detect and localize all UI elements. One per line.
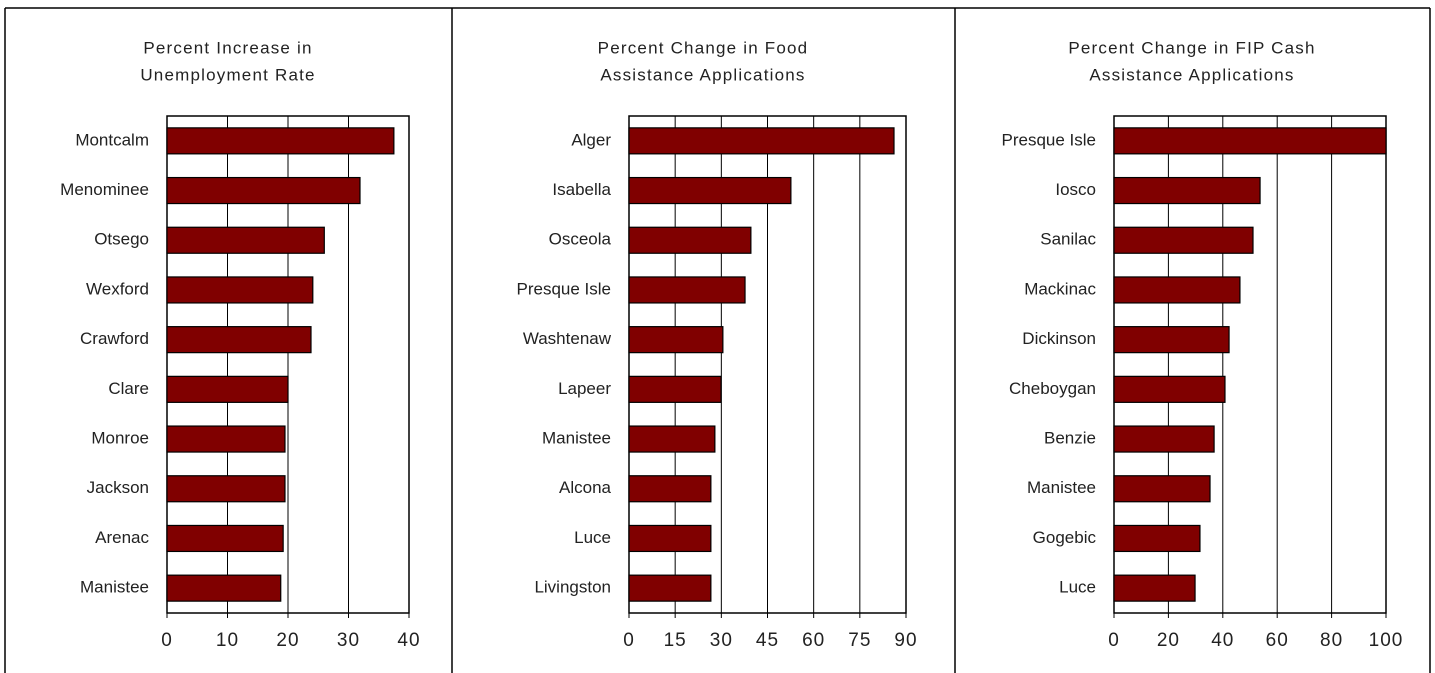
y-tick-label: Cheboygan <box>1009 379 1096 398</box>
x-tick-label: 15 <box>664 630 687 651</box>
y-tick-label: Presque Isle <box>1002 130 1097 149</box>
y-tick-label: Otsego <box>94 230 149 249</box>
x-tick-label: 0 <box>1108 630 1120 651</box>
y-tick-label: Iosco <box>1055 180 1096 199</box>
x-tick-label: 30 <box>710 630 733 651</box>
x-tick-label: 10 <box>216 630 239 651</box>
x-tick-label: 75 <box>848 630 871 651</box>
x-tick-label: 60 <box>802 630 825 651</box>
bar <box>166 574 282 602</box>
y-tick-label: Sanilac <box>1040 230 1096 249</box>
bar <box>166 375 289 403</box>
bar <box>1113 574 1196 602</box>
bar <box>1113 475 1211 503</box>
x-tick-label: 20 <box>276 630 299 651</box>
chart-title: Percent Change in Food <box>598 38 809 57</box>
bar <box>628 475 712 503</box>
bar <box>166 326 312 354</box>
x-tick-label: 20 <box>1157 630 1180 651</box>
y-tick-label: Gogebic <box>1033 528 1097 547</box>
bar <box>166 475 286 503</box>
y-tick-label: Isabella <box>552 180 611 199</box>
chart-title: Assistance Applications <box>600 65 805 84</box>
x-tick-label: 60 <box>1266 630 1289 651</box>
x-tick-label: 45 <box>756 630 779 651</box>
chart: Percent Increase in Unemployment Rate 0 10 2… <box>60 38 420 651</box>
bar <box>628 176 792 205</box>
bar <box>628 574 712 602</box>
chart-title: Percent Increase in <box>143 38 312 57</box>
chart: Percent Change in Food Assistance Applica… <box>517 38 917 651</box>
y-tick-label: Washtenaw <box>523 329 612 348</box>
bar <box>1113 425 1215 453</box>
bar <box>1113 226 1254 254</box>
y-tick-label: Manistee <box>1027 478 1096 497</box>
bar <box>628 276 746 304</box>
chart: Percent Change in FIP Cash Assistance App… <box>1002 38 1404 651</box>
bar <box>628 375 722 403</box>
y-tick-label: Monroe <box>91 429 149 448</box>
bar <box>628 326 724 354</box>
bar <box>166 524 284 553</box>
y-tick-label: Osceola <box>549 230 612 249</box>
y-tick-label: Arenac <box>95 528 149 547</box>
x-tick-label: 100 <box>1369 630 1404 651</box>
bar <box>628 425 716 453</box>
y-tick-label: Clare <box>108 379 149 398</box>
plot-frame <box>1113 115 1387 614</box>
x-tick-label: 90 <box>894 630 917 651</box>
bar <box>628 226 752 254</box>
plot-frame <box>166 115 410 614</box>
y-tick-label: Luce <box>1059 578 1096 597</box>
y-tick-label: Alger <box>571 130 611 149</box>
x-tick-label: 80 <box>1320 630 1343 651</box>
chart-title: Percent Change in FIP Cash <box>1068 38 1315 57</box>
x-tick-label: 40 <box>397 630 420 651</box>
y-tick-label: Lapeer <box>558 379 611 398</box>
y-tick-label: Wexford <box>86 279 149 298</box>
y-tick-label: Benzie <box>1044 429 1096 448</box>
y-tick-label: Crawford <box>80 329 149 348</box>
y-tick-label: Manistee <box>542 429 611 448</box>
bar <box>166 127 395 155</box>
y-tick-label: Menominee <box>60 180 149 199</box>
panel-frame <box>4 7 1431 673</box>
bar <box>1113 524 1201 553</box>
bar <box>628 127 895 155</box>
x-tick-label: 30 <box>337 630 360 651</box>
x-tick-label: 40 <box>1211 630 1234 651</box>
y-tick-label: Livingston <box>534 578 611 597</box>
y-tick-label: Dickinson <box>1022 329 1096 348</box>
y-tick-label: Presque Isle <box>517 279 612 298</box>
x-tick-label: 0 <box>161 630 173 651</box>
bar <box>1113 127 1387 155</box>
bar <box>166 276 314 304</box>
plot-frame <box>628 115 907 614</box>
bar <box>166 226 325 254</box>
bar <box>628 524 712 553</box>
y-tick-label: Montcalm <box>75 130 149 149</box>
bar <box>1113 276 1241 304</box>
bar <box>166 425 286 453</box>
y-tick-label: Jackson <box>87 478 149 497</box>
chart-title: Unemployment Rate <box>140 65 315 84</box>
bar <box>166 176 361 205</box>
y-tick-label: Mackinac <box>1024 279 1096 298</box>
y-tick-label: Manistee <box>80 578 149 597</box>
x-tick-label: 0 <box>623 630 635 651</box>
bar <box>1113 326 1230 354</box>
bar <box>1113 375 1226 403</box>
y-tick-label: Alcona <box>559 478 612 497</box>
chart-title: Assistance Applications <box>1089 65 1294 84</box>
bar <box>1113 176 1261 205</box>
y-tick-label: Luce <box>574 528 611 547</box>
